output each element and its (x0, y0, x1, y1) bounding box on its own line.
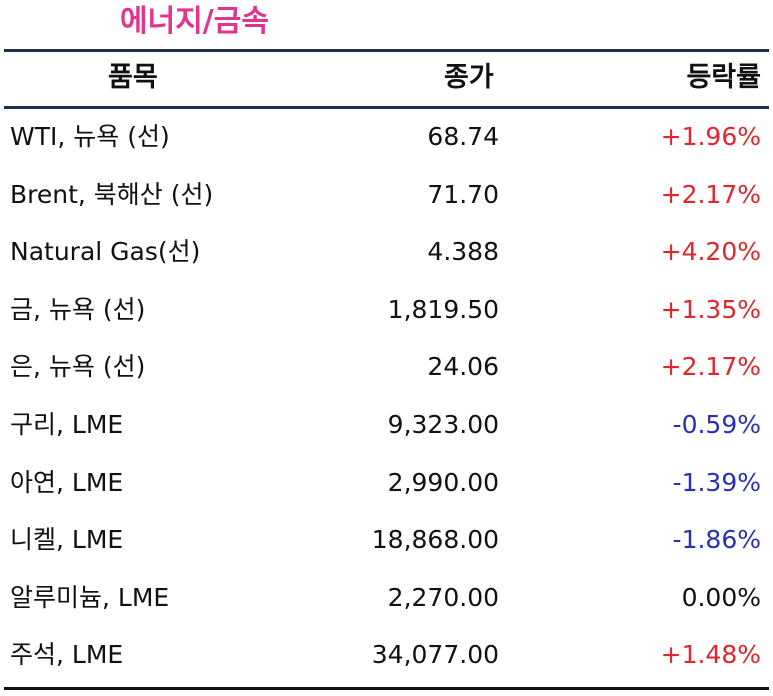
change-rate: +2.17% (660, 179, 761, 209)
item-name: 니켈, LME (10, 525, 124, 555)
closing-price: 4.388 (427, 237, 499, 267)
item-name: WTI, 뉴욕 (선) (10, 122, 170, 151)
table-row: 금, 뉴욕 (선) 1,819.50 +1.35% (4, 282, 769, 340)
header-price: 종가 (444, 62, 494, 93)
change-rate: -0.59% (672, 409, 761, 439)
closing-price: 71.70 (427, 179, 499, 209)
change-rate: +1.48% (660, 640, 761, 670)
header-change: 등락률 (686, 62, 761, 93)
closing-price: 68.74 (427, 122, 499, 151)
bottom-divider (4, 686, 769, 690)
item-name: 금, 뉴욕 (선) (10, 294, 146, 324)
change-rate: -1.86% (672, 525, 761, 555)
item-name: 은, 뉴욕 (선) (10, 352, 146, 382)
closing-price: 9,323.00 (387, 409, 499, 439)
closing-price: 2,270.00 (387, 582, 499, 612)
table-header: 품목 종가 등락률 (4, 52, 769, 109)
table-row: 알루미늄, LME 2,270.00 0.00% (4, 570, 769, 628)
table-row: 은, 뉴욕 (선) 24.06 +2.17% (4, 339, 769, 397)
closing-price: 18,868.00 (371, 525, 499, 555)
item-name: 주석, LME (10, 640, 124, 670)
table-row: 아연, LME 2,990.00 -1.39% (4, 455, 769, 513)
closing-price: 1,819.50 (387, 294, 499, 324)
closing-price: 34,077.00 (371, 640, 499, 670)
change-rate: +4.20% (660, 237, 761, 267)
commodity-table: 품목 종가 등락률 WTI, 뉴욕 (선) 68.74 +1.96% Brent… (4, 49, 769, 690)
table-row: 주석, LME 34,077.00 +1.48% (4, 627, 769, 685)
table-row: WTI, 뉴욕 (선) 68.74 +1.96% (4, 109, 769, 167)
item-name: Natural Gas(선) (10, 237, 201, 267)
table-row: Natural Gas(선) 4.388 +4.20% (4, 224, 769, 282)
change-rate: 0.00% (681, 582, 761, 612)
item-name: 알루미늄, LME (10, 582, 170, 612)
change-rate: +1.35% (660, 294, 761, 324)
top-divider (4, 49, 769, 52)
table-row: 구리, LME 9,323.00 -0.59% (4, 397, 769, 455)
item-name: 구리, LME (10, 409, 124, 439)
change-rate: +2.17% (660, 352, 761, 382)
header-item: 품목 (108, 62, 158, 93)
change-rate: -1.39% (672, 467, 761, 497)
table-row: 니켈, LME 18,868.00 -1.86% (4, 512, 769, 570)
item-name: Brent, 북해산 (선) (10, 179, 214, 209)
section-title: 에너지/금속 (120, 4, 269, 39)
item-name: 아연, LME (10, 467, 124, 497)
closing-price: 24.06 (427, 352, 499, 382)
closing-price: 2,990.00 (387, 467, 499, 497)
table-row: Brent, 북해산 (선) 71.70 +2.17% (4, 167, 769, 225)
change-rate: +1.96% (660, 122, 761, 151)
